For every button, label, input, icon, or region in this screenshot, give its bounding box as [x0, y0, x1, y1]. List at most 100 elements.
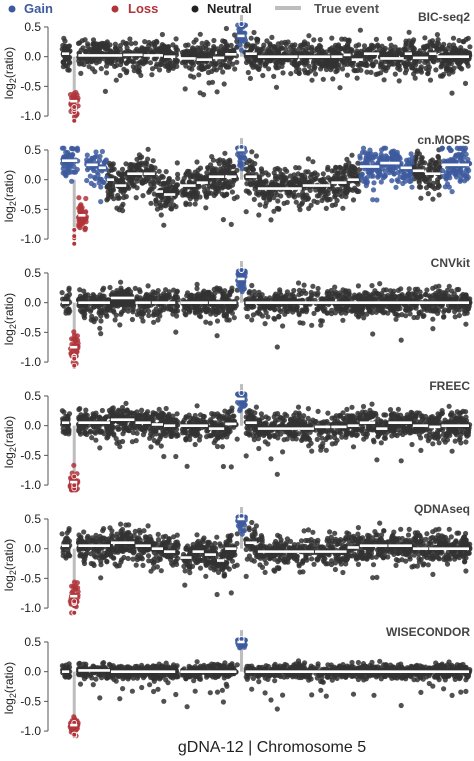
data-point: [69, 146, 75, 152]
data-point: [280, 323, 286, 329]
data-point: [300, 308, 306, 314]
data-point: [101, 296, 107, 302]
data-point: [364, 311, 370, 317]
data-point: [393, 316, 399, 322]
data-point: [417, 294, 423, 300]
data-point: [234, 295, 240, 301]
data-point: [148, 200, 154, 206]
data-point: [100, 309, 106, 316]
data-point: [99, 148, 105, 155]
data-point: [196, 183, 202, 189]
data-point: [85, 58, 91, 65]
data-point: [269, 57, 275, 64]
data-point: [295, 280, 302, 286]
data-point: [298, 290, 305, 297]
data-point: [220, 307, 226, 313]
data-point: [165, 195, 171, 201]
data-point: [83, 195, 89, 202]
data-point: [120, 208, 126, 214]
data-point: [66, 67, 72, 73]
data-point: [105, 45, 111, 51]
data-point: [144, 303, 150, 309]
data-point: [430, 326, 436, 332]
y-axis-label: log2(ratio): [2, 416, 18, 468]
data-point: [255, 66, 261, 72]
data-point: [118, 279, 124, 285]
data-point: [67, 162, 73, 168]
data-point: [329, 45, 335, 51]
data-point: [253, 404, 259, 410]
data-point: [221, 81, 227, 87]
event-point: [71, 104, 78, 110]
data-point: [435, 307, 441, 314]
data-point: [373, 71, 379, 77]
event-point: [238, 267, 245, 273]
data-point: [276, 60, 282, 66]
data-point: [136, 287, 142, 293]
data-point: [122, 186, 128, 192]
data-point: [249, 317, 255, 323]
data-point: [262, 63, 268, 69]
data-point: [156, 168, 162, 174]
data-point: [393, 184, 399, 190]
data-point: [457, 178, 463, 184]
data-point: [262, 306, 268, 312]
data-point: [221, 160, 227, 166]
data-point: [88, 317, 94, 323]
data-point: [152, 56, 158, 62]
data-point: [92, 154, 98, 160]
panels-container: 0.50.0-0.5-1.0log2(ratio)BIC-seq20.50.0-…: [2, 10, 473, 739]
data-point: [314, 292, 320, 298]
data-point: [285, 308, 291, 315]
data-point: [194, 159, 200, 165]
data-point: [250, 167, 257, 173]
event-point: [238, 21, 245, 27]
data-point: [82, 49, 88, 55]
data-point: [340, 205, 346, 211]
data-point: [463, 303, 469, 309]
data-point: [361, 43, 368, 49]
data-point: [324, 189, 330, 195]
data-point: [404, 295, 410, 302]
data-point: [150, 158, 156, 164]
data-point: [275, 41, 281, 47]
data-point: [315, 285, 321, 292]
data-point: [130, 59, 137, 65]
data-point: [394, 156, 400, 162]
legend-gain-marker: [8, 5, 16, 13]
data-point: [113, 57, 119, 64]
data-point: [316, 48, 322, 54]
data-point: [435, 57, 441, 63]
data-point: [140, 193, 146, 199]
data-point: [104, 39, 110, 45]
data-point: [283, 41, 289, 48]
data-point: [390, 305, 396, 311]
panel-title: BIC-seq2: [418, 10, 470, 24]
data-point: [227, 290, 233, 296]
data-point: [192, 201, 198, 207]
data-point: [323, 66, 330, 73]
data-point: [454, 287, 460, 293]
data-point: [120, 300, 126, 306]
data-point: [260, 189, 266, 195]
data-point: [423, 185, 430, 191]
data-point: [371, 180, 377, 186]
data-point: [146, 312, 152, 319]
data-point: [147, 47, 153, 53]
data-point: [226, 317, 232, 323]
data-point: [242, 37, 248, 43]
data-point: [274, 192, 280, 198]
data-point: [174, 47, 181, 53]
data-point: [115, 170, 122, 176]
data-point: [98, 66, 104, 72]
data-point: [222, 312, 228, 318]
data-point: [373, 290, 379, 296]
data-point: [415, 286, 421, 292]
data-point: [61, 35, 67, 41]
data-point: [221, 48, 227, 54]
data-point: [197, 314, 204, 320]
y-axis-label: log2(ratio): [2, 170, 18, 222]
data-point: [147, 188, 153, 194]
data-point: [170, 42, 176, 48]
